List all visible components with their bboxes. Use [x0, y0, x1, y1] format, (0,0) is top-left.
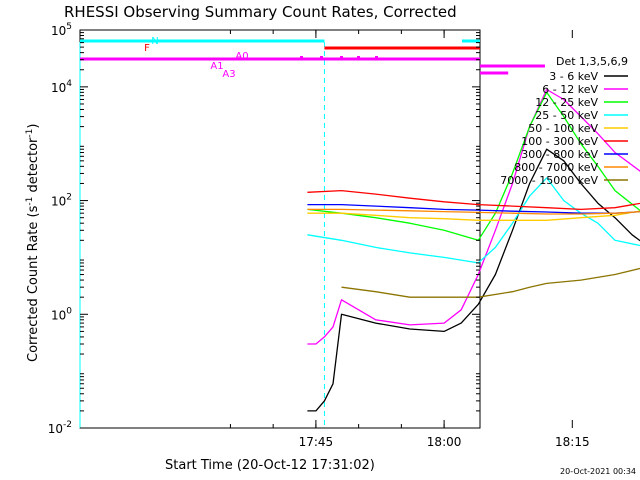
annotation-dot-0: [300, 56, 303, 59]
annotation-dot-2: [340, 56, 343, 59]
annotation-dot-3: [357, 56, 360, 59]
series-line-6: [307, 203, 640, 214]
annotation-F-label: F: [144, 43, 150, 54]
legend-label-7: 800 - 7000 keV: [514, 161, 598, 174]
x-axis-label: Start Time (20-Oct-12 17:31:02): [165, 458, 375, 473]
annotation-dot-4: [375, 56, 378, 59]
chart-title: RHESSI Observing Summary Count Rates, Co…: [64, 3, 457, 21]
series-line-7: [307, 208, 640, 215]
legend-label-5: 100 - 300 keV: [521, 135, 598, 148]
y-axis-label-mid: detector: [26, 137, 41, 197]
legend-label-0: 3 - 6 keV: [549, 70, 598, 83]
series-line-8: [341, 267, 640, 298]
y-tick-label-2: 102: [51, 193, 72, 209]
y-tick-label-1: 100: [51, 306, 72, 322]
y-axis-label-end: ): [26, 124, 41, 129]
legend-label-2: 12 - 25 keV: [535, 96, 598, 109]
footer-timestamp: 20-Oct-2021 00:34: [560, 467, 636, 476]
legend-label-4: 50 - 100 keV: [528, 122, 598, 135]
series-lines: [307, 88, 640, 412]
legend-label-6: 300 - 800 keV: [521, 148, 598, 161]
legend-title: Det 1,3,5,6,9: [556, 55, 628, 68]
y-tick-label-4: 105: [51, 22, 72, 38]
annotation-N-label: N: [151, 36, 158, 47]
legend-label-1: 6 - 12 keV: [542, 83, 598, 96]
x-tick-label-0: 17:45: [299, 435, 334, 449]
vertical-markers: [79, 42, 325, 428]
y-axis-label-sup2: -1: [25, 129, 35, 138]
y-axis-label: Corrected Count Rate (s-1 detector-1): [25, 124, 41, 362]
legend-label-8: 7000 - 15000 keV: [500, 174, 598, 187]
x-tick-label-1: 18:00: [427, 435, 462, 449]
annotation-A3-label: A3: [222, 69, 235, 80]
y-tick-label-0: 10-2: [48, 420, 72, 436]
series-line-0: [307, 148, 640, 412]
y-tick-label-3: 104: [51, 79, 72, 95]
y-axis-label-main: Corrected Count Rate (s: [26, 205, 41, 362]
annotation-A0-label: A0: [235, 51, 248, 62]
series-line-4: [307, 210, 640, 221]
annotation-dot-1: [320, 56, 323, 59]
legend-label-3: 25 - 50 keV: [535, 109, 598, 122]
annotation-A1-label: A1: [210, 61, 223, 72]
x-tick-label-2: 18:15: [555, 435, 590, 449]
series-line-5: [307, 189, 640, 211]
series-line-2: [307, 91, 640, 241]
y-axis-label-sup1: -1: [25, 197, 35, 206]
axis-ticks: 17:4518:0018:1518:3018:4519:0010-2100102…: [48, 22, 590, 449]
series-line-3: [307, 177, 640, 264]
